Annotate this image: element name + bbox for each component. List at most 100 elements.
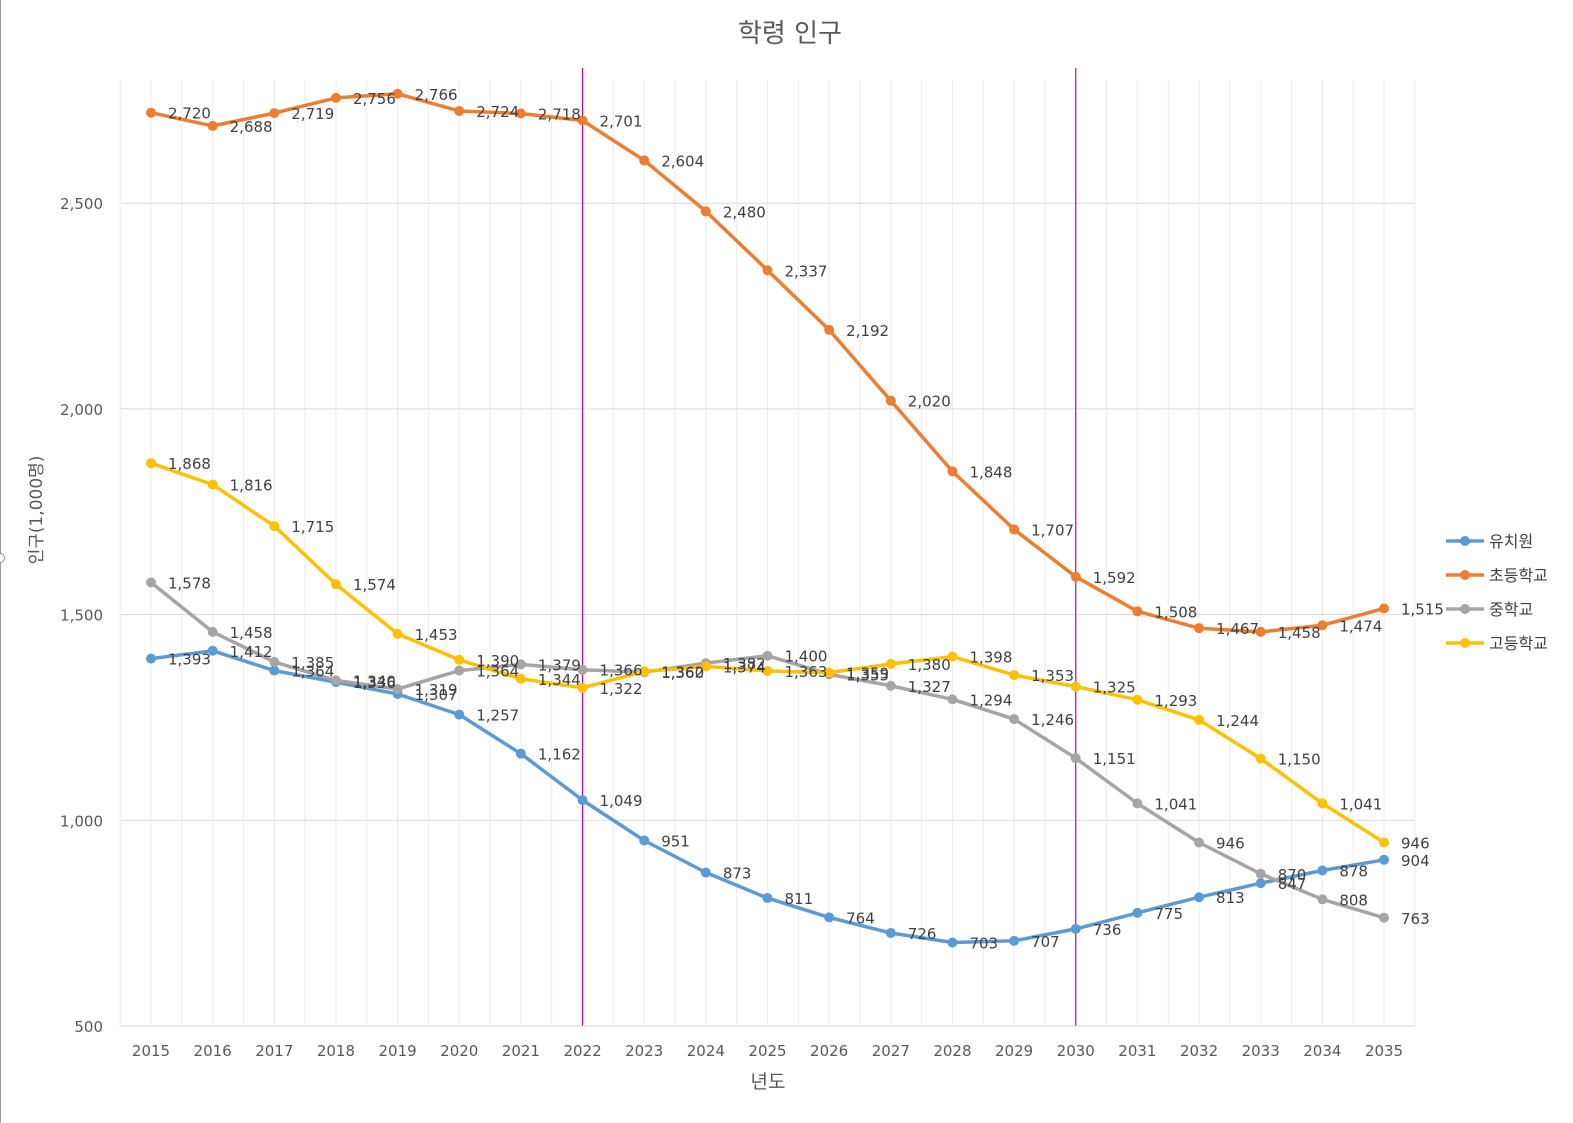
data-point <box>330 675 341 686</box>
data-point <box>392 628 403 639</box>
data-point <box>700 206 711 217</box>
x-tick-label: 2021 <box>502 1042 540 1060</box>
data-point <box>146 653 156 664</box>
data-label: 1,382 <box>723 655 766 673</box>
data-label: 1,574 <box>353 576 396 594</box>
legend-item[interactable]: 중학교 <box>1446 600 1533 619</box>
y-tick-label: 2,000 <box>60 401 103 419</box>
data-label: 2,766 <box>415 86 458 104</box>
data-point <box>330 92 341 103</box>
data-point <box>454 654 465 665</box>
x-tick-label: 2022 <box>563 1042 601 1060</box>
x-tick-label: 2024 <box>687 1042 725 1060</box>
data-point <box>454 106 465 117</box>
data-point <box>1255 753 1266 764</box>
data-point <box>1070 753 1081 764</box>
legend-label: 고등학교 <box>1489 634 1548 653</box>
data-label: 1,398 <box>969 649 1012 667</box>
data-point <box>515 108 526 119</box>
data-point <box>885 680 896 691</box>
data-point <box>515 748 526 759</box>
data-label: 1,355 <box>846 666 889 684</box>
data-point <box>269 656 280 667</box>
legend-marker <box>1460 638 1470 648</box>
data-point <box>1132 798 1143 809</box>
data-point <box>392 684 403 695</box>
data-label: 946 <box>1401 835 1430 853</box>
data-label: 2,604 <box>661 152 704 170</box>
legend-item[interactable]: 유치원 <box>1446 532 1533 551</box>
data-point <box>269 521 280 532</box>
data-point <box>1070 923 1081 934</box>
data-point <box>824 324 835 335</box>
legend-item[interactable]: 초등학교 <box>1446 566 1548 585</box>
data-label: 707 <box>1031 933 1060 951</box>
data-point <box>269 108 280 119</box>
data-label: 1,336 <box>353 674 396 692</box>
data-label: 703 <box>969 934 998 952</box>
x-tick-label: 2018 <box>317 1042 355 1060</box>
x-tick-label: 2031 <box>1118 1042 1156 1060</box>
data-label: 873 <box>723 865 752 883</box>
data-labels: 1,393 1,412 1,364 1,336 1,307 1,257 1,162 1,049… <box>168 86 1444 953</box>
data-label: 904 <box>1401 852 1430 870</box>
legend-item[interactable]: 고등학교 <box>1446 634 1548 653</box>
data-point <box>146 577 156 588</box>
legend-label: 초등학교 <box>1489 566 1548 585</box>
axes: 500 1,000 1,500 2,000 2,500 2015 2016 2017 2018 2… <box>60 195 1414 1060</box>
data-label: 1,319 <box>415 681 458 699</box>
data-label: 1,364 <box>476 663 519 681</box>
data-label: 1,150 <box>1278 751 1321 769</box>
series-lines <box>146 88 1389 948</box>
data-label: 1,592 <box>1093 569 1136 587</box>
data-label: 1,868 <box>168 455 211 473</box>
data-label: 811 <box>785 890 814 908</box>
data-point <box>947 466 958 477</box>
data-label: 726 <box>908 925 937 943</box>
data-label: 1,816 <box>230 477 273 495</box>
data-label: 1,467 <box>1216 620 1259 638</box>
x-tick-label: 2027 <box>872 1042 910 1060</box>
data-point <box>146 107 156 118</box>
data-label: 1,322 <box>600 680 643 698</box>
data-label: 2,192 <box>846 322 889 340</box>
data-label: 1,474 <box>1339 617 1382 635</box>
data-label: 946 <box>1216 835 1245 853</box>
data-label: 1,380 <box>908 656 951 674</box>
data-point <box>1009 670 1020 681</box>
data-point <box>146 458 156 469</box>
data-point <box>1070 681 1081 692</box>
data-point <box>1379 603 1389 614</box>
data-point <box>639 666 650 677</box>
data-label: 1,848 <box>969 463 1012 481</box>
data-point <box>1379 854 1389 865</box>
data-label: 1,578 <box>168 575 211 593</box>
data-point <box>885 395 896 406</box>
x-tick-label: 2015 <box>132 1042 170 1060</box>
data-point <box>762 265 773 276</box>
data-point <box>1255 626 1266 637</box>
data-point <box>207 645 218 656</box>
data-label: 1,453 <box>415 626 458 644</box>
x-tick-label: 2026 <box>810 1042 848 1060</box>
x-tick-label: 2025 <box>748 1042 786 1060</box>
data-point <box>639 835 650 846</box>
data-point <box>885 658 896 669</box>
data-point <box>1194 623 1205 634</box>
data-point <box>577 115 588 126</box>
data-point <box>1132 907 1143 918</box>
data-point <box>269 665 280 676</box>
data-point <box>1132 606 1143 617</box>
data-point <box>762 650 773 661</box>
data-point <box>1317 894 1328 905</box>
x-tick-label: 2028 <box>933 1042 971 1060</box>
data-label: 951 <box>661 832 690 850</box>
data-point <box>824 912 835 923</box>
data-point <box>330 579 341 590</box>
data-point <box>947 694 958 705</box>
x-tick-label: 2034 <box>1303 1042 1341 1060</box>
data-label: 813 <box>1216 889 1245 907</box>
data-point <box>577 795 588 806</box>
data-label: 1,359 <box>846 665 889 683</box>
